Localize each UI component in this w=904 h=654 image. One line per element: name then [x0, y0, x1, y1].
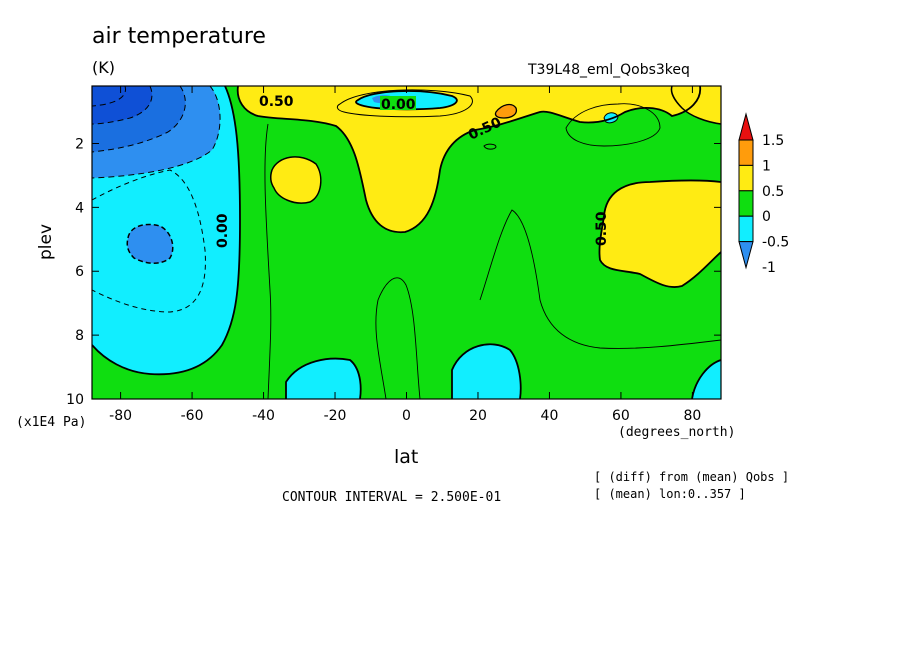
- run-id-label: T39L48_eml_Qobs3keq: [528, 62, 690, 78]
- y-tick-label: 6: [75, 264, 84, 280]
- x-tick-label: 20: [469, 408, 487, 424]
- colorbar-swatch: [738, 190, 754, 217]
- region-south-pole-cooling-inner: [92, 86, 152, 124]
- contour-neg-dashed-2: [92, 86, 186, 153]
- contour-warming-spot: [494, 103, 518, 119]
- y-tick-label: 4: [75, 200, 84, 216]
- contour-surface-north: [451, 343, 522, 399]
- colorbar-label: 0.5: [762, 184, 784, 200]
- contour-north-upper: [670, 86, 721, 125]
- contour-tropopause-outer: [336, 89, 473, 118]
- region-north-upper-warming: [671, 86, 721, 124]
- contour-quarter-3: [479, 209, 721, 349]
- x-tick-label: 0: [402, 408, 411, 424]
- contour-lines: [92, 86, 721, 399]
- contour-tropopause: [355, 90, 458, 111]
- contour-neg-dashed-1: [92, 86, 221, 179]
- contour-subtrop-warming: [269, 156, 322, 204]
- contour-label: 0.00: [381, 97, 416, 113]
- colorbar-swatch: [738, 215, 754, 243]
- x-tick-label: 80: [683, 408, 701, 424]
- colorbar-label: 1: [762, 158, 771, 174]
- note-diff: [ (diff) from (mean) Qobs ]: [594, 470, 790, 484]
- filled-contours: [92, 86, 721, 399]
- axes: -80 -60 -40 -20 0 20 40 60 80 2 4 6 8 10: [66, 86, 721, 424]
- contour-neg-dashed-5: [92, 169, 206, 313]
- contour-interval-label: CONTOUR INTERVAL = 2.500E-01: [282, 490, 502, 505]
- y-tick-label: 2: [75, 136, 84, 152]
- note-mean: [ (mean) lon:0..357 ]: [594, 487, 746, 501]
- contour-quarter-2: [375, 277, 421, 399]
- contour-quarter-1: [264, 123, 272, 399]
- region-tropical-warming: [237, 86, 701, 233]
- contour-quarter-4: [565, 103, 661, 147]
- contour-small-loop: [483, 143, 497, 150]
- colorbar-swatch: [738, 164, 754, 192]
- x-tick-label: -80: [109, 408, 132, 424]
- region-subtropical-south-warming: [270, 156, 321, 204]
- x-tick-label: -60: [181, 408, 204, 424]
- contour-deep-blob: [126, 223, 174, 264]
- colorbar: 1.5 1 0.5 0 -0.5 -1: [738, 112, 789, 276]
- chart-units: (K): [92, 58, 115, 77]
- colorbar-swatch: [738, 139, 754, 166]
- colorbar-max-triangle: [738, 112, 754, 141]
- chart-title: air temperature: [92, 24, 266, 49]
- colorbar-label: 0: [762, 209, 771, 225]
- x-tick-label: -40: [252, 408, 275, 424]
- colorbar-label: 1.5: [762, 133, 784, 149]
- region-south-surface-neg: [286, 358, 361, 399]
- contour-neg-dashed-3: [92, 86, 153, 125]
- x-tick-label: -20: [324, 408, 347, 424]
- x-axis-units: (degrees_north): [618, 425, 736, 440]
- contour-half-tropics: [236, 86, 702, 234]
- contour-label: 0.50: [259, 94, 294, 110]
- x-tick-label: 60: [612, 408, 630, 424]
- contour-north-warming: [598, 179, 721, 288]
- contour-label: 0.00: [215, 213, 231, 248]
- x-axis-label: lat: [394, 446, 419, 468]
- region-north-surface-neg: [452, 344, 521, 399]
- y-tick-label: 10: [66, 392, 84, 408]
- contour-zero-south: [92, 86, 241, 376]
- contour-label: 0.50: [594, 211, 610, 246]
- contour-surface-north-pole: [691, 359, 721, 399]
- contour-small-neg: [603, 112, 619, 124]
- contour-neg-dashed-4: [92, 86, 127, 107]
- colorbar-label: -0.5: [762, 235, 789, 251]
- region-southern-deep-blob: [127, 224, 173, 264]
- y-tick-label: 8: [75, 328, 84, 344]
- contour-surface-south: [285, 357, 362, 399]
- region-north-pole-surface-neg: [692, 360, 721, 399]
- x-tick-label: 40: [541, 408, 559, 424]
- region-northern-midlat-warming: [599, 180, 721, 288]
- y-axis-units: (x1E4 Pa): [16, 415, 87, 430]
- colorbar-min-triangle: [738, 241, 754, 270]
- colorbar-label: -1: [762, 260, 776, 276]
